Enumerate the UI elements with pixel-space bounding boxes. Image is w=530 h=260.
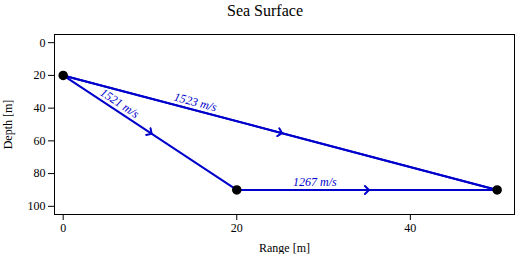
svg-text:1267 m/s: 1267 m/s [293,175,337,189]
svg-text:1521 m/s: 1521 m/s [98,85,142,121]
svg-text:100: 100 [28,199,46,213]
html-text:Sea Surface: Sea Surface [227,2,303,19]
svg-text:0: 0 [40,36,46,50]
svg-text:1523 m/s: 1523 m/s [173,90,219,115]
svg-text:20: 20 [231,221,243,235]
svg-text:40: 40 [34,101,46,115]
svg-text:Depth [m]: Depth [m] [1,100,15,150]
svg-text:0: 0 [60,221,66,235]
svg-text:80: 80 [34,166,46,180]
svg-text:60: 60 [34,134,46,148]
svg-text:40: 40 [404,221,416,235]
svg-text:20: 20 [34,68,46,82]
svg-text:Range [m]: Range [m] [259,241,310,255]
